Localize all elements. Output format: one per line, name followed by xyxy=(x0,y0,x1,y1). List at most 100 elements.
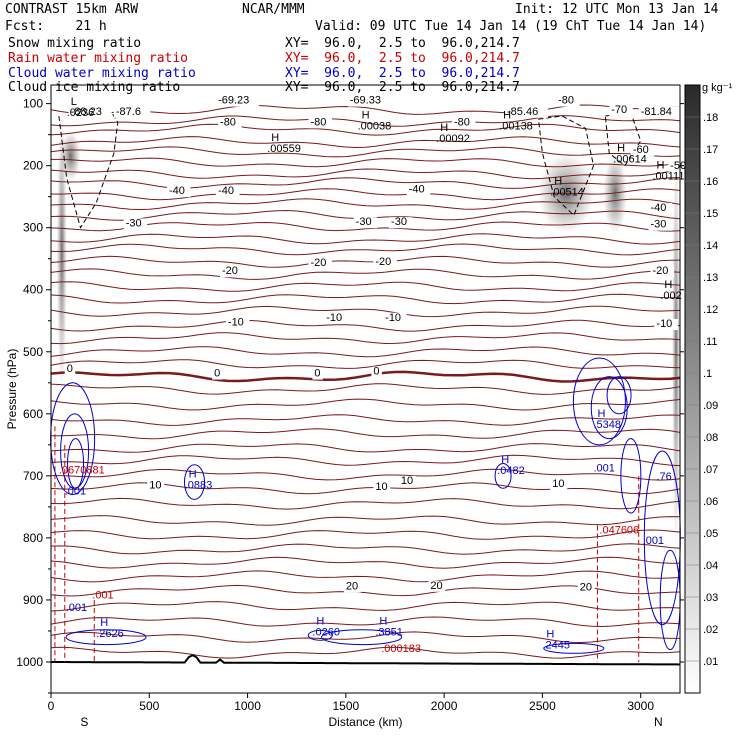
legend-rain-xy: XY= 96.0, 2.5 to 96.0,214.7 xyxy=(285,51,520,66)
y-axis-label: Pressure (hPa) xyxy=(5,349,19,430)
extremum-marker: H xyxy=(664,279,672,291)
colorbar-tick-label: .07 xyxy=(703,464,718,476)
isotherm xyxy=(50,515,681,526)
isotherm-label: -10 xyxy=(326,312,342,324)
isotherm xyxy=(50,243,681,256)
extremum-value: .001 xyxy=(643,535,664,547)
south-label: S xyxy=(80,715,88,729)
x-tick-label: 1000 xyxy=(234,699,261,713)
isotherm-label: 20 xyxy=(580,582,592,594)
isotherm xyxy=(51,468,681,481)
y-tick-label: 100 xyxy=(23,97,43,111)
isotherm-label: -20 xyxy=(375,256,391,268)
extremum-value: .00111 xyxy=(652,170,684,182)
isotherm xyxy=(50,198,681,211)
isotherm xyxy=(50,631,680,644)
isotherm xyxy=(50,454,681,467)
contour-label-bg xyxy=(308,258,332,270)
isotherm-label: -80 xyxy=(220,116,236,128)
isotherm-label: -40 xyxy=(409,183,425,195)
ice-shade xyxy=(56,112,67,393)
extremum-value: .001 xyxy=(65,485,86,497)
extremum-value: .0670881 xyxy=(59,464,105,476)
cloud-contour xyxy=(60,413,90,489)
plot-frame xyxy=(50,84,681,694)
y-tick-label: 900 xyxy=(23,593,43,607)
isotherm xyxy=(50,398,681,411)
legend-snow-xy: XY= 96.0, 2.5 to 96.0,214.7 xyxy=(285,36,520,51)
isotherm-label: -40 xyxy=(169,185,185,197)
extremum-marker: H xyxy=(100,617,108,629)
x-tick-label: 0 xyxy=(48,699,55,713)
ice-shade xyxy=(603,153,628,234)
contour-label-bg xyxy=(654,318,678,330)
colorbar-tick-label: .01 xyxy=(703,656,718,668)
colorbar-strip xyxy=(684,84,701,694)
x-tick-label: 2500 xyxy=(529,699,556,713)
isotherm-label: -69.23 xyxy=(218,95,249,107)
contour-label-bg xyxy=(371,366,382,378)
contour-label-bg xyxy=(650,266,674,278)
y-tick-label: 400 xyxy=(23,283,43,297)
contour-label-bg xyxy=(308,117,332,129)
valid-time: Valid: 09 UTC Tue 14 Jan 14 (19 ChT Tue … xyxy=(315,19,707,34)
legend-snow-label: Snow mixing ratio xyxy=(8,36,142,51)
contour-label-bg xyxy=(324,312,348,324)
contour-label-bg xyxy=(556,95,580,107)
extremum-value: .3851 xyxy=(375,626,403,638)
cloud-contour xyxy=(620,438,642,514)
isotherm-label: -20 xyxy=(652,265,668,277)
isotherm-label: -60 xyxy=(633,144,649,156)
cloud-contour xyxy=(543,642,605,654)
extremum-value: .001 xyxy=(66,602,87,614)
isotherm-label: -87.6 xyxy=(116,106,141,118)
isotherm xyxy=(50,584,681,597)
legend-cloudice-xy: XY= 96.0, 2.5 to 96.0,214.7 xyxy=(285,80,520,95)
plot-title: CONTRAST 15km ARW xyxy=(5,2,139,17)
extremum-value: .00092 xyxy=(436,133,470,145)
extremum-value: .001 xyxy=(594,463,615,475)
isotherm-label: -30 xyxy=(651,219,667,231)
isotherm xyxy=(50,556,680,569)
contour-label-bg xyxy=(373,256,397,268)
center-label: NCAR/MMM xyxy=(242,2,305,17)
isotherm xyxy=(50,443,681,453)
colorbar-tick-label: .04 xyxy=(703,560,718,572)
contour-label-bg xyxy=(638,106,682,118)
extremum-marker: H xyxy=(503,110,511,122)
contour-label-bg xyxy=(383,312,407,324)
contour-label-bg xyxy=(347,95,391,107)
colorbar-tick-label: .11 xyxy=(703,336,717,348)
cloud-contour xyxy=(65,629,147,646)
colorbar-tick-label: .18 xyxy=(703,112,718,124)
colorbar-tick-label: .17 xyxy=(703,144,718,156)
cloud-contour xyxy=(67,438,85,489)
extremum-value: .00138 xyxy=(499,121,533,133)
isotherm-label: 10 xyxy=(375,481,387,493)
extremum-marker: H xyxy=(656,159,664,171)
colorbar-tick-label: .13 xyxy=(703,272,718,284)
isotherm-label: -80 xyxy=(454,116,470,128)
isotherm-label: -30 xyxy=(391,216,407,228)
contour-label-bg xyxy=(398,475,416,487)
contour-label-bg xyxy=(609,104,633,116)
isotherm-label: 20 xyxy=(346,580,358,592)
isotherm-label: 0 xyxy=(373,366,379,378)
ice-shade xyxy=(672,151,681,552)
contour-label-bg xyxy=(220,266,244,278)
extremum-marker: H xyxy=(501,454,509,466)
extremum-value: .047606 xyxy=(599,525,639,537)
colorbar-tick-label: .03 xyxy=(703,592,718,604)
isotherm xyxy=(50,146,681,158)
isotherm xyxy=(50,529,681,540)
extremum-marker: H xyxy=(316,615,324,627)
colorbar-tick-label: .08 xyxy=(703,432,718,444)
extremum-marker: H xyxy=(189,468,197,480)
isotherm-label: 10 xyxy=(149,479,161,491)
isotherm-label: 10 xyxy=(401,475,413,487)
isotherm xyxy=(50,383,681,395)
extremum-marker: H xyxy=(546,628,554,640)
extremum-value: .76 xyxy=(656,471,671,483)
contour-label-bg xyxy=(68,106,112,118)
colorbar-unit: g kg⁻¹ xyxy=(702,82,733,94)
